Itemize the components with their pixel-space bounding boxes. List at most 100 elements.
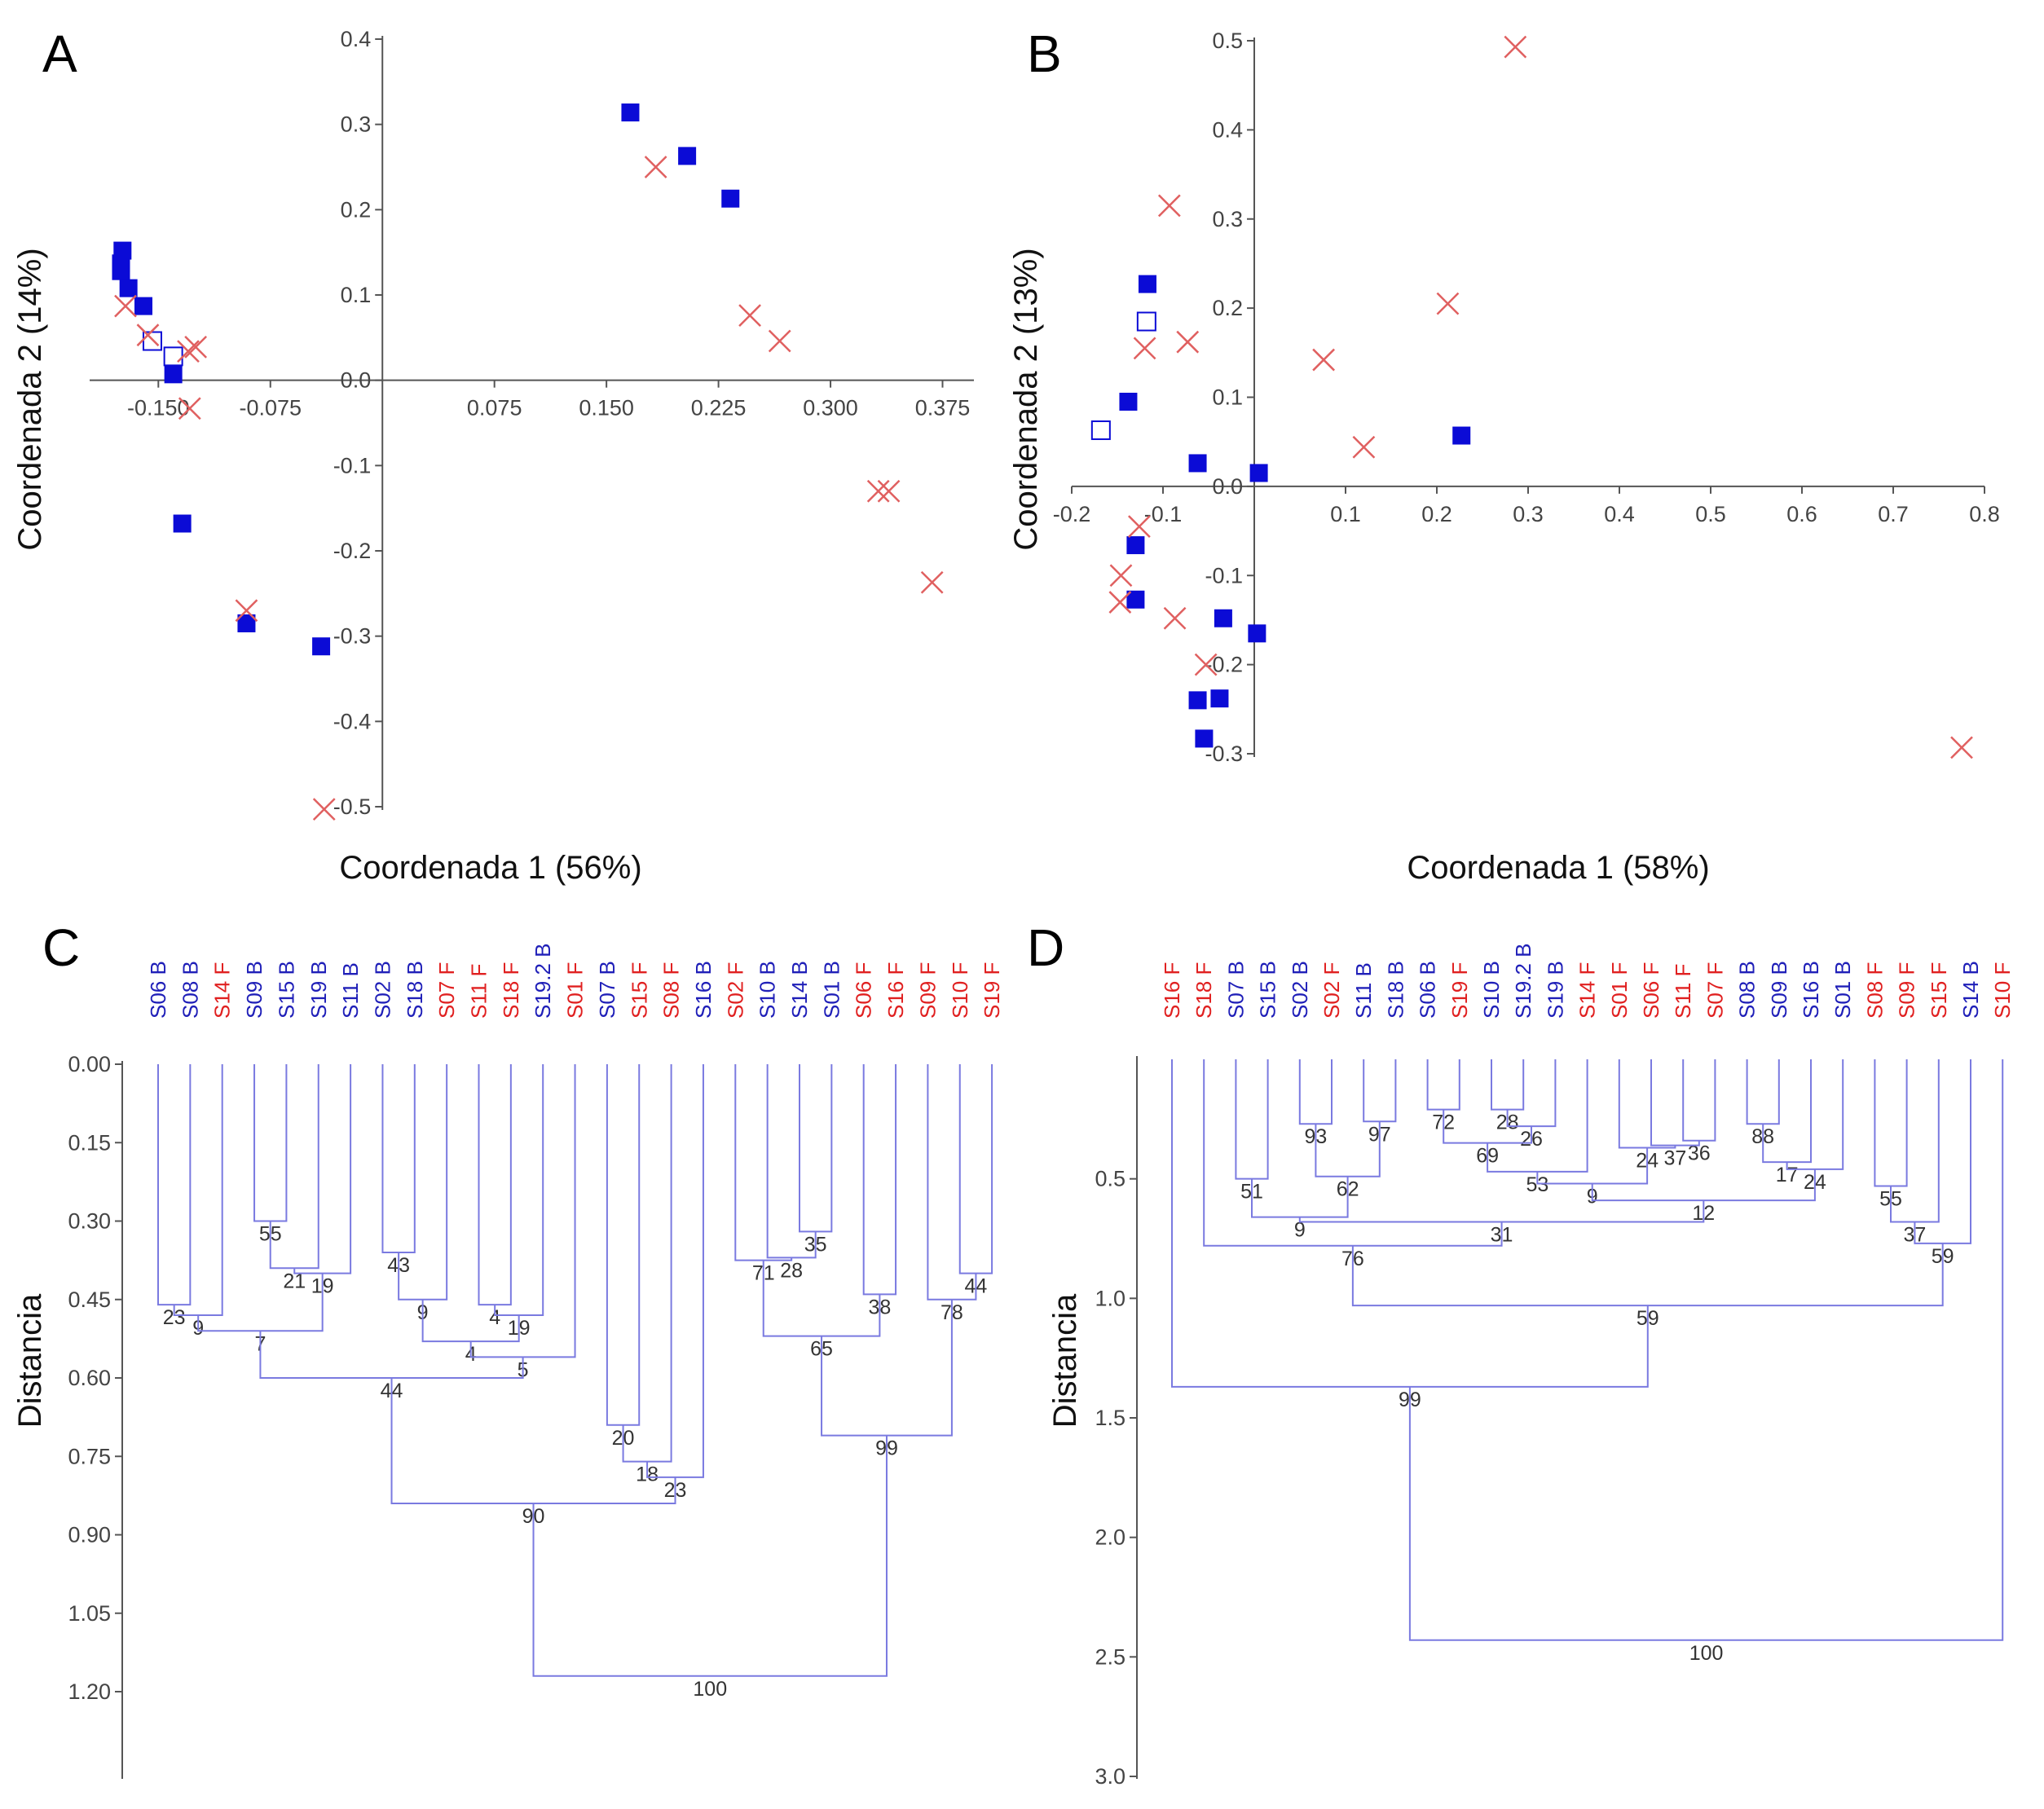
marker-filled-square [1126, 536, 1145, 555]
y-tick-label: 0.0 [341, 368, 372, 393]
leaf-label: S08 B [1735, 961, 1760, 1019]
leaf-label: S09 F [915, 962, 940, 1019]
y-tick-label: 0.00 [68, 1052, 111, 1076]
marker-filled-square [112, 262, 130, 280]
marker-filled-square [173, 514, 192, 533]
x-tick-label: -0.075 [239, 396, 302, 420]
marker-filled-square [119, 279, 138, 297]
marker-cross [877, 479, 901, 503]
leaf-label: S09 F [1895, 962, 1919, 1019]
marker-filled-square [1188, 454, 1207, 473]
marker-cross [1436, 292, 1460, 315]
y-tick-label: 0.3 [341, 112, 372, 137]
marker-filled-square [621, 103, 640, 122]
dendrogram-link [1682, 1059, 1716, 1142]
leaf-label: S11 F [467, 964, 491, 1019]
y-tick-label: 2.5 [1095, 1644, 1126, 1669]
marker-cross [1163, 606, 1187, 630]
leaf-label: S02 B [370, 961, 394, 1019]
marker-filled-square [1452, 426, 1471, 445]
leaf-label: S15 B [1256, 961, 1280, 1019]
y-tick-label: 0.4 [341, 27, 372, 51]
marker-cross [178, 397, 201, 420]
node-support-label: 37 [1663, 1147, 1686, 1170]
leaf-label: S18 F [1192, 962, 1216, 1019]
y-tick-label: 0.0 [1212, 474, 1243, 499]
y-tick-label: 1.5 [1095, 1406, 1126, 1430]
leaf-label: S11 B [338, 962, 363, 1019]
x-tick-label: 0.1 [1330, 502, 1361, 526]
leaf-label: S09 B [242, 961, 267, 1019]
leaf-label: S02 F [1319, 962, 1344, 1019]
dendrogram-link [799, 1064, 833, 1233]
node-support-label: 100 [693, 1678, 727, 1701]
marker-filled-square [1248, 624, 1266, 643]
marker-filled-square [1188, 691, 1207, 710]
x-tick-label: 0.225 [691, 396, 747, 420]
marker-open-square [142, 331, 162, 351]
dendrogram-link [1618, 1059, 1676, 1149]
leaf-label: S14 B [787, 961, 812, 1019]
leaf-label: S02 B [1288, 961, 1312, 1019]
leaf-label: S16 B [1799, 961, 1823, 1019]
panel-letter: A [42, 24, 77, 83]
y-tick-label: 0.90 [68, 1523, 111, 1547]
x-tick-label: 0.3 [1513, 502, 1544, 526]
leaf-label: S07 F [434, 962, 459, 1019]
marker-cross [1109, 564, 1133, 588]
x-tick-label: 0.075 [467, 396, 522, 420]
leaf-label: S06 B [1416, 961, 1440, 1019]
marker-cross [1504, 35, 1527, 59]
y-tick-label: -0.1 [333, 453, 372, 478]
leaf-label: S08 F [1862, 962, 1887, 1019]
node-support-label: 9 [1294, 1219, 1306, 1242]
y-tick-label: 0.1 [1212, 385, 1243, 410]
dendrogram-link [469, 1064, 576, 1358]
y-tick-label: 3.0 [1095, 1764, 1126, 1789]
marker-cross [920, 570, 944, 594]
marker-filled-square [678, 147, 697, 165]
y-tick-label: -0.2 [1205, 653, 1243, 677]
leaf-label: S01 F [563, 962, 588, 1019]
y-tick-label: 0.1 [341, 283, 372, 307]
leaf-label: S16 F [1160, 962, 1184, 1019]
x-tick-label: 0.150 [579, 396, 634, 420]
y-tick-label: -0.4 [333, 709, 372, 733]
marker-cross [644, 156, 667, 178]
leaf-label: S15 F [1927, 962, 1951, 1019]
dendrogram-link [1506, 1059, 1557, 1128]
x-tick-label: 0.300 [803, 396, 858, 420]
dendrogram-link [421, 1299, 520, 1343]
dendrogram-link [862, 1064, 897, 1296]
marker-cross [177, 340, 200, 363]
dendrogram-link [1762, 1059, 1812, 1164]
dendrogram-link [1351, 1243, 1944, 1307]
x-tick-label: -0.150 [127, 396, 190, 420]
leaf-label: S19 B [1543, 961, 1567, 1019]
x-tick-label: -0.1 [1144, 502, 1183, 526]
y-axis-label: Coordenada 2 (13%) [1008, 248, 1044, 550]
panel-c: C 0.00 0.15 0.30 0.45 0.60 0.75 0.90 1.05 1.20 Dis… [12, 918, 1004, 1779]
leaf-label: S10 B [1479, 961, 1504, 1019]
x-tick-label: -0.2 [1053, 502, 1091, 526]
marker-cross [1312, 348, 1336, 372]
leaf-label: S10 F [948, 962, 972, 1019]
y-tick-label: 1.20 [68, 1679, 111, 1704]
x-axis-label: Coordenada 1 (56%) [339, 850, 641, 886]
leaf-label: S10 B [755, 961, 780, 1019]
panel-d: D 0.5 1.0 1.5 2.0 2.5 3.0 Distancia S16 F S18 F S0… [1027, 918, 2015, 1789]
x-tick-label: 0.2 [1421, 502, 1452, 526]
x-tick-label: 0.4 [1604, 502, 1635, 526]
marker-cross [1108, 591, 1132, 614]
marker-cross [184, 335, 208, 359]
dendrogram-link [1408, 1059, 2004, 1641]
marker-filled-square [1126, 590, 1145, 609]
leaf-label: S18 B [1383, 961, 1407, 1019]
x-tick-label: 0.7 [1878, 502, 1909, 526]
leaf-label: S01 B [1830, 961, 1855, 1019]
leaf-label: S16 B [691, 961, 716, 1019]
marker-filled-square [312, 637, 331, 656]
marker-cross [136, 324, 160, 347]
leaf-label: S19.2 B [531, 943, 555, 1019]
